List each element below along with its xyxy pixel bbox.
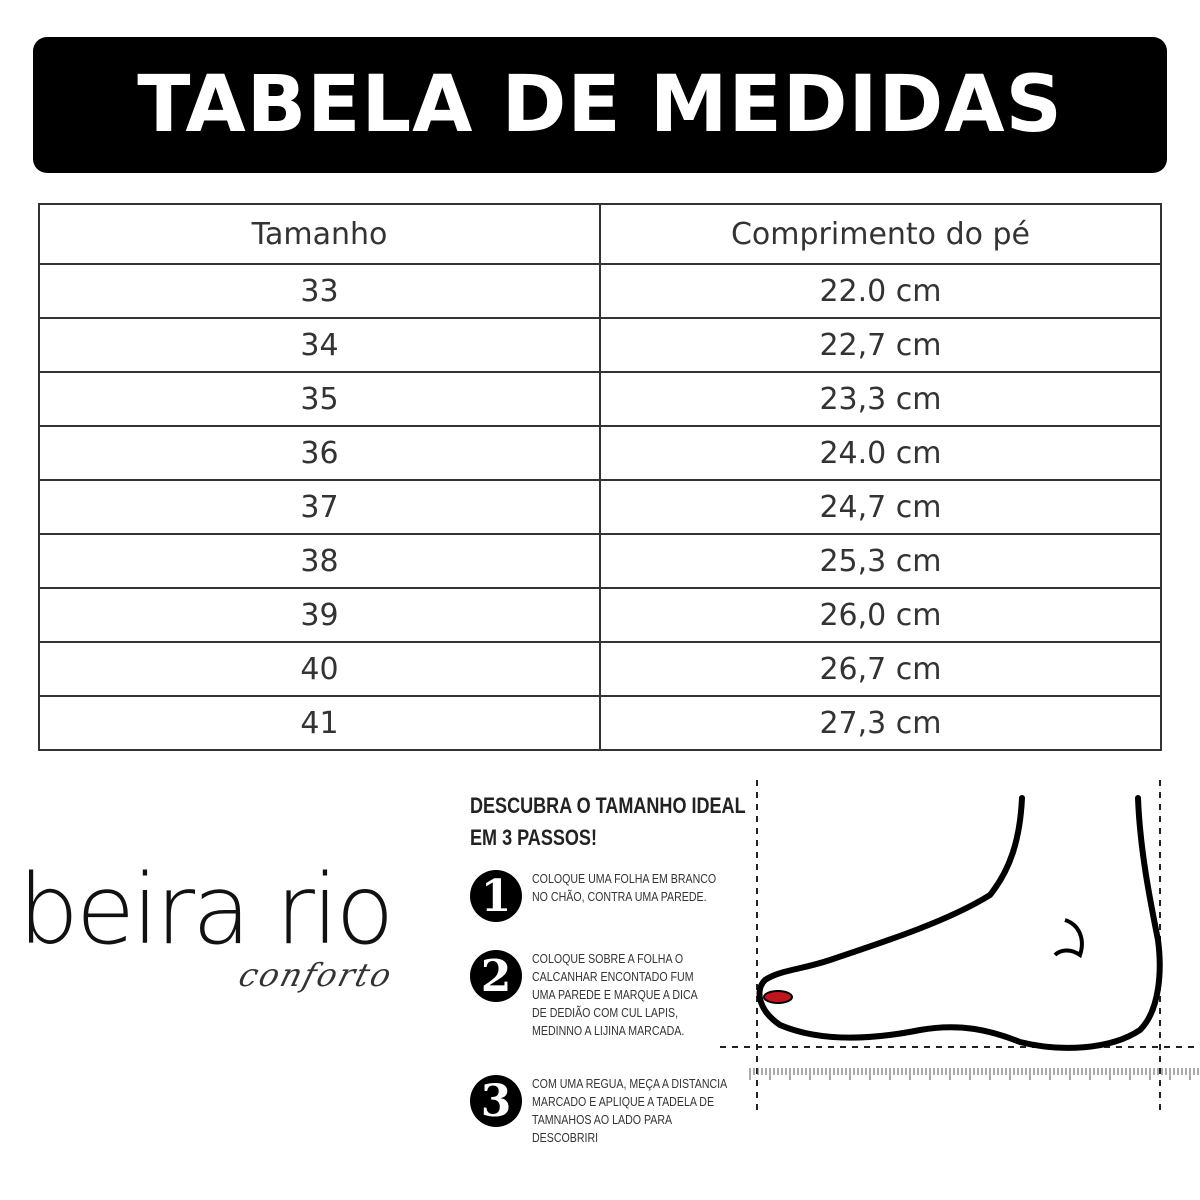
table-row: 41 27,3 cm xyxy=(38,695,1162,751)
step-text: COLOQUE SOBRE A FOLHA O CALCANHAR ENCONT… xyxy=(532,952,698,1038)
size-cell: 40 xyxy=(38,641,601,697)
table-row: 38 25,3 cm xyxy=(38,533,1162,589)
foot-length-cell: 26,0 cm xyxy=(599,587,1162,643)
brand-logo: beira rio conforto xyxy=(18,862,418,1002)
foot-length-cell: 24.0 cm xyxy=(599,425,1162,481)
title-banner: TABELA DE MEDIDAS xyxy=(33,37,1167,173)
guide-heading-2: EM 3 PASSOS! xyxy=(470,825,597,850)
step-text: COLOQUE UMA FOLHA EM BRANCO NO CHÃO, CON… xyxy=(532,872,717,904)
foot-length-cell: 26,7 cm xyxy=(599,641,1162,697)
table-header-row: Tamanho Comprimento do pé xyxy=(38,203,1162,265)
foot-length-cell: 25,3 cm xyxy=(599,533,1162,589)
step-1: 1 COLOQUE UMA FOLHA EM BRANCO NO CHÃO, C… xyxy=(470,870,752,922)
step-2: 2 COLOQUE SOBRE A FOLHA O CALCANHAR ENCO… xyxy=(470,950,747,1040)
table-row: 35 23,3 cm xyxy=(38,371,1162,427)
step-number-icon: 2 xyxy=(470,950,522,1002)
step-number-icon: 3 xyxy=(470,1075,522,1127)
table-row: 37 24,7 cm xyxy=(38,479,1162,535)
size-cell: 38 xyxy=(38,533,601,589)
step-3: 3 COM UMA REGUA, MEÇA A DISTANCIA MARCAD… xyxy=(470,1075,762,1147)
foot-length-cell: 23,3 cm xyxy=(599,371,1162,427)
ruler xyxy=(749,1068,1199,1080)
foot-length-cell: 24,7 cm xyxy=(599,479,1162,535)
foot-length-cell: 22.0 cm xyxy=(599,263,1162,319)
guide-heading-1: DESCUBRA O TAMANHO IDEAL xyxy=(470,793,746,818)
measure-guide: DESCUBRA O TAMANHO IDEAL EM 3 PASSOS! 1 … xyxy=(470,790,755,1145)
size-cell: 39 xyxy=(38,587,601,643)
ankle-line xyxy=(1053,918,1084,959)
foot-measure-illustration xyxy=(720,780,1200,1110)
foot-length-cell: 22,7 cm xyxy=(599,317,1162,373)
size-cell: 37 xyxy=(38,479,601,535)
step-text: COM UMA REGUA, MEÇA A DISTANCIA MARCADO … xyxy=(532,1077,727,1145)
size-cell: 35 xyxy=(38,371,601,427)
foot-length-cell: 27,3 cm xyxy=(599,695,1162,751)
logo-main: beira rio xyxy=(18,854,394,966)
table-row: 36 24.0 cm xyxy=(38,425,1162,481)
header-foot-length: Comprimento do pé xyxy=(599,203,1162,265)
size-cell: 33 xyxy=(38,263,601,319)
toenail xyxy=(763,990,793,1004)
foot-outline xyxy=(756,795,1163,1051)
size-cell: 41 xyxy=(38,695,601,751)
table-row: 39 26,0 cm xyxy=(38,587,1162,643)
step-number-icon: 1 xyxy=(470,870,522,922)
table-row: 33 22.0 cm xyxy=(38,263,1162,319)
header-size: Tamanho xyxy=(38,203,601,265)
size-table: Tamanho Comprimento do pé 33 22.0 cm 34 22,… xyxy=(38,203,1162,751)
table-row: 40 26,7 cm xyxy=(38,641,1162,697)
table-row: 34 22,7 cm xyxy=(38,317,1162,373)
logo-sub: conforto xyxy=(234,956,398,994)
size-cell: 36 xyxy=(38,425,601,481)
size-cell: 34 xyxy=(38,317,601,373)
page-title: TABELA DE MEDIDAS xyxy=(137,60,1063,150)
